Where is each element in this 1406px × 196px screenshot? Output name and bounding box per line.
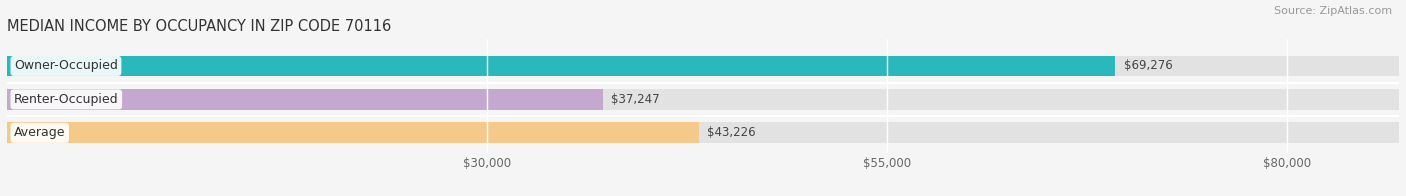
Text: Renter-Occupied: Renter-Occupied [14,93,118,106]
Bar [7,89,1399,110]
Text: $43,226: $43,226 [707,126,755,139]
Bar [7,56,1115,76]
Text: $37,247: $37,247 [612,93,659,106]
Text: Source: ZipAtlas.com: Source: ZipAtlas.com [1274,6,1392,16]
Text: Owner-Occupied: Owner-Occupied [14,59,118,73]
Text: Average: Average [14,126,66,139]
Bar [7,89,603,110]
Bar [7,122,699,143]
Text: MEDIAN INCOME BY OCCUPANCY IN ZIP CODE 70116: MEDIAN INCOME BY OCCUPANCY IN ZIP CODE 7… [7,19,391,34]
Text: $69,276: $69,276 [1123,59,1173,73]
Bar [7,56,1399,76]
Bar [7,122,1399,143]
